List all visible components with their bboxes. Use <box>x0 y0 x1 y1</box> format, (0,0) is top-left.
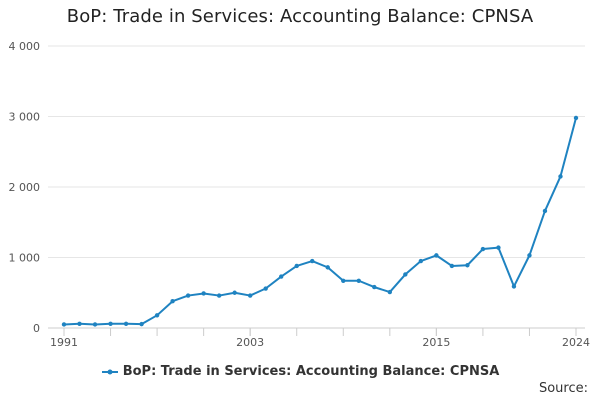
data-point[interactable] <box>511 284 517 289</box>
y-tick-label: 1 000 <box>9 252 41 265</box>
data-point[interactable] <box>403 272 408 277</box>
data-point[interactable] <box>216 293 222 298</box>
data-point[interactable] <box>465 263 470 268</box>
data-point[interactable] <box>356 278 361 283</box>
data-point[interactable] <box>185 293 191 298</box>
data-point[interactable] <box>123 321 129 326</box>
data-point[interactable] <box>310 258 315 264</box>
data-point[interactable] <box>387 289 393 295</box>
data-point[interactable] <box>558 174 563 179</box>
y-tick-label: 4 000 <box>9 40 41 53</box>
source-label: Source: <box>538 381 588 396</box>
data-point[interactable] <box>480 246 486 252</box>
data-point[interactable] <box>61 322 67 327</box>
x-tick-label: 2015 <box>422 336 450 349</box>
data-point[interactable] <box>573 115 579 121</box>
legend-label: BoP: Trade in Services: Accounting Balan… <box>122 364 500 379</box>
data-point[interactable] <box>294 263 299 269</box>
series-line[interactable] <box>63 117 577 326</box>
data-point[interactable] <box>263 286 268 291</box>
chart-title: BoP: Trade in Services: Accounting Balan… <box>66 6 534 27</box>
data-point[interactable] <box>201 291 206 296</box>
gridlines <box>48 45 585 329</box>
data-point[interactable] <box>77 321 82 326</box>
data-point[interactable] <box>418 258 424 264</box>
data-point[interactable] <box>496 245 501 250</box>
data-point[interactable] <box>139 321 144 327</box>
data-point[interactable] <box>232 290 237 295</box>
x-tick-label: 2024 <box>562 336 590 349</box>
data-point[interactable] <box>154 313 160 318</box>
data-point[interactable] <box>108 321 113 326</box>
y-tick-label: 0 <box>33 322 40 335</box>
y-tick-label: 3 000 <box>9 111 41 124</box>
data-point[interactable] <box>542 208 548 214</box>
data-point[interactable] <box>372 284 377 290</box>
data-point[interactable] <box>247 293 253 298</box>
axes: 0 1 000 2 000 3 000 4 000 1991 2003 2015 2024 <box>9 40 591 349</box>
series-layer <box>61 115 579 327</box>
data-point[interactable] <box>325 265 330 270</box>
x-tick-label: 1991 <box>50 336 78 349</box>
y-tick-label: 2 000 <box>9 181 41 194</box>
data-point[interactable] <box>434 253 439 258</box>
data-point[interactable] <box>341 278 346 283</box>
data-point[interactable] <box>279 274 284 279</box>
legend-line-marker-icon <box>101 367 119 377</box>
x-tick-label: 2003 <box>236 336 264 349</box>
data-point[interactable] <box>92 322 98 327</box>
data-point[interactable] <box>170 299 175 304</box>
legend[interactable]: BoP: Trade in Services: Accounting Balan… <box>0 364 600 379</box>
data-point[interactable] <box>527 253 532 258</box>
data-point[interactable] <box>449 263 455 269</box>
